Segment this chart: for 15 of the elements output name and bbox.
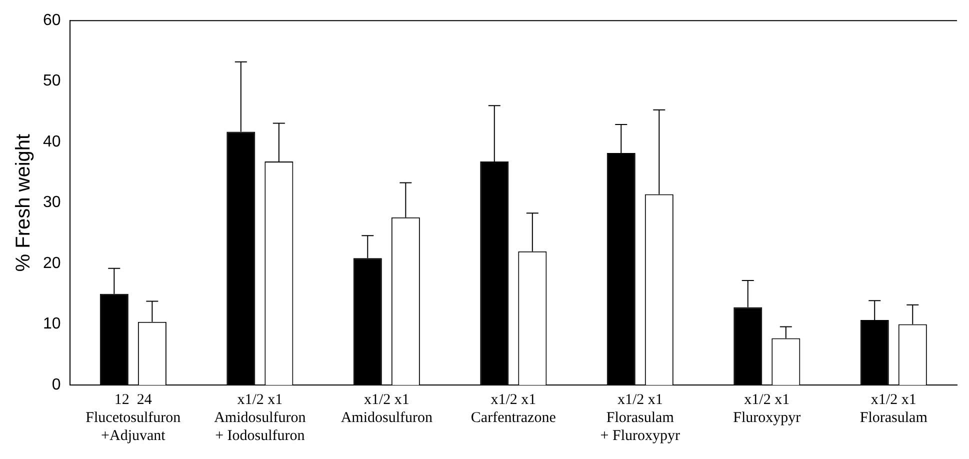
y-tick-label: 0 (52, 376, 61, 394)
y-tick-label: 60 (43, 12, 61, 30)
x-tick-label: x1/2 x1 Amidosulfuron + Iodosulfuron (214, 392, 306, 444)
y-tick-label: 30 (43, 194, 61, 212)
x-tick-label: x1/2 x1 Fluroxypyr (733, 392, 801, 426)
y-tick-label: 40 (43, 133, 61, 150)
y-tick-label: 20 (43, 254, 61, 272)
x-tick-label: x1/2 x1 Florasulam (860, 392, 928, 426)
x-tick-label: x1/2 x1 Florasulam + Fluroxypyr (600, 392, 680, 444)
y-tick-label: 10 (43, 316, 61, 333)
y-tick-label: 50 (43, 72, 61, 90)
x-tick-label: x1/2 x1 Amidosulfuron (340, 392, 433, 426)
y-axis-title: % Fresh weight (12, 133, 35, 272)
x-tick-label: 12 24 Flucetosulfuron +Adjuvant (86, 392, 182, 444)
x-tick-label: x1/2 x1 Carfentrazone (470, 392, 556, 426)
